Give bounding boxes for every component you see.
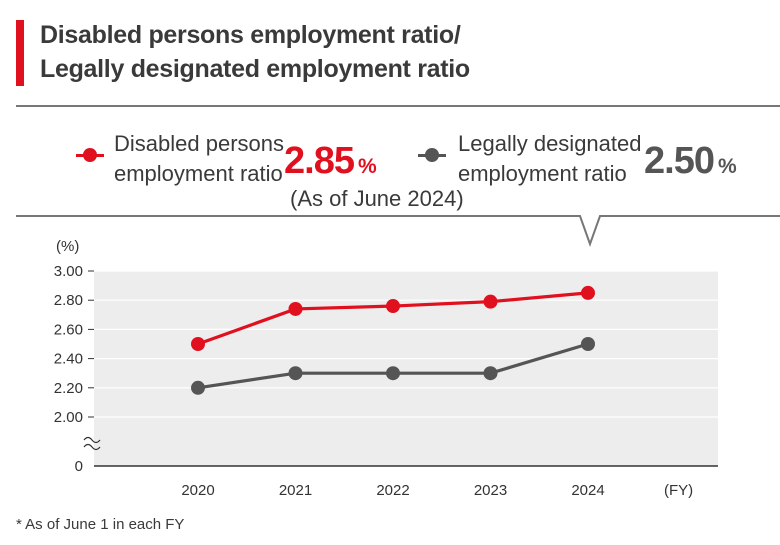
- axis-break-icon: [83, 436, 101, 451]
- data-point-legal-2021: [288, 366, 303, 381]
- x-tick-label: 2024: [571, 482, 604, 499]
- legal-ratio-unit: %: [717, 155, 737, 178]
- plot-area: [94, 271, 718, 466]
- y-tick-label: 0: [75, 458, 83, 475]
- disabled-ratio-unit: %: [357, 155, 377, 178]
- as-of-date: (As of June 2024): [290, 186, 464, 211]
- data-point-legal-2023: [483, 366, 498, 381]
- data-point-disabled-2024: [581, 285, 595, 300]
- data-point-disabled-2021: [288, 301, 303, 316]
- x-tick-label: 2021: [279, 482, 312, 499]
- disabled-ratio-value: 2.85%: [284, 141, 377, 187]
- x-axis-ticks: 2020 2021 2022 2023 2024: [181, 482, 604, 499]
- title-accent-bar: [16, 20, 24, 86]
- data-point-disabled-2022: [386, 299, 400, 314]
- y-tick-label: 2.60: [54, 321, 83, 338]
- legend-disabled-label-1: Disabled persons: [114, 131, 284, 156]
- data-point-disabled-2020: [191, 337, 205, 351]
- series-group: [191, 285, 595, 395]
- data-point-legal-2024: [581, 337, 595, 351]
- title-divider: [16, 105, 780, 107]
- data-point-disabled-2023: [483, 294, 498, 309]
- y-tick-label: 3.00: [54, 263, 83, 280]
- title-line-1: Disabled persons employment ratio/: [40, 21, 461, 49]
- x-tick-label: 2023: [474, 482, 507, 499]
- title-line-2: Legally designated employment ratio: [40, 55, 470, 83]
- x-tick-label: 2020: [181, 482, 214, 499]
- footnote: * As of June 1 in each FY: [16, 516, 185, 533]
- legal-ratio-value: 2.50%: [644, 141, 737, 187]
- page-title: Disabled persons employment ratio/ Legal…: [40, 18, 470, 86]
- legend-legal-label-2: employment ratio: [458, 161, 627, 186]
- y-tick-label: 2.80: [54, 292, 83, 309]
- data-point-legal-2022: [386, 366, 400, 381]
- x-axis-label: (FY): [664, 482, 693, 499]
- legend-legal-label-1: Legally designated: [458, 131, 642, 156]
- disabled-ratio-number: 2.85: [284, 140, 355, 182]
- legal-ratio-number: 2.50: [644, 140, 715, 182]
- data-point-legal-2020: [191, 380, 205, 395]
- legend-disabled-marker: [83, 148, 97, 162]
- legend-disabled-label-2: employment ratio: [114, 161, 283, 186]
- callout-divider: [16, 215, 780, 247]
- y-axis-ticks: 3.00 2.80 2.60 2.40 2.20 2.00 0: [54, 263, 94, 475]
- legend-legal-marker: [425, 148, 439, 162]
- y-tick-label: 2.20: [54, 380, 83, 397]
- y-tick-label: 2.00: [54, 409, 83, 426]
- y-tick-label: 2.40: [54, 351, 83, 368]
- y-axis-label: (%): [56, 238, 79, 255]
- x-tick-label: 2022: [376, 482, 409, 499]
